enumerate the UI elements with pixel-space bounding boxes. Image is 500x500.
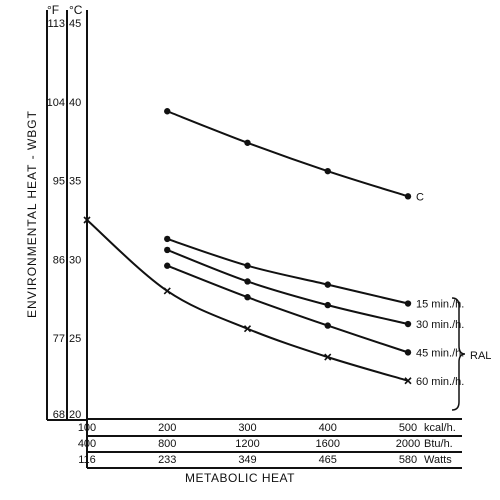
y-tick-label-f: 113 xyxy=(47,18,65,30)
y-tick-label-c: 35 xyxy=(69,176,81,188)
data-point xyxy=(164,262,171,269)
series-line xyxy=(166,110,409,198)
x-tick-label: 2000 xyxy=(396,438,420,450)
series-line xyxy=(166,264,409,354)
x-tick-label: 580 xyxy=(399,454,417,466)
x-tick-label: 465 xyxy=(319,454,337,466)
y-tick-label-c: 20 xyxy=(69,409,81,421)
y-tick-label-f: 77 xyxy=(53,333,65,345)
y-tick-label-c: 25 xyxy=(69,333,81,345)
series-group: C 15 min./h. 30 min./h. 45 min./h. 60 min./h… xyxy=(83,108,464,388)
x-axis-title: METABOLIC HEAT xyxy=(185,471,295,485)
series-line xyxy=(166,249,409,325)
x-tick-label: 300 xyxy=(238,422,256,434)
data-point xyxy=(244,139,251,146)
data-point xyxy=(404,193,412,200)
data-point-cross xyxy=(163,287,171,295)
data-point-cross xyxy=(324,353,332,361)
x-tick-label: 100 xyxy=(78,422,96,434)
data-point xyxy=(164,235,171,243)
x-tick-label: 400 xyxy=(78,438,96,450)
celsius-unit-label: °C xyxy=(69,3,83,17)
series-label: 15 min./h. xyxy=(416,299,464,311)
x-tick-label: 1600 xyxy=(316,438,340,450)
data-point xyxy=(164,246,171,254)
x-unit-label: kcal/h. xyxy=(424,422,456,434)
x-tick-label: 200 xyxy=(158,422,176,434)
data-point xyxy=(244,294,251,301)
x-tick-label: 349 xyxy=(238,454,256,466)
series-label: C xyxy=(416,191,424,203)
ral-bracket xyxy=(451,297,466,411)
x-tick-labels: 100 200 300 400 500 kcal/h. 400 800 1200 1600 2000… xyxy=(78,422,456,466)
data-point-cross xyxy=(83,216,91,224)
ral-label: RAL xyxy=(470,350,491,362)
axis-frame xyxy=(46,10,462,469)
y-tick-label-f: 68 xyxy=(53,409,65,421)
data-point xyxy=(324,281,331,288)
data-point xyxy=(404,349,412,356)
y-tick-label-c: 30 xyxy=(69,254,81,266)
x-tick-label: 500 xyxy=(399,422,417,434)
series-label: 45 min./h. xyxy=(416,347,464,359)
y-tick-labels: 113 45 104 40 95 35 86 30 77 25 68 20 xyxy=(47,18,82,421)
y-tick-label-c: 45 xyxy=(69,18,81,30)
x-unit-label: Btu/h. xyxy=(424,438,453,450)
y-tick-label-f: 104 xyxy=(47,97,65,109)
y-axis-title: ENVIRONMENTAL HEAT - WBGT xyxy=(25,110,39,318)
x-tick-label: 233 xyxy=(158,454,176,466)
y-tick-label-c: 40 xyxy=(69,97,81,109)
series-label: 30 min./h. xyxy=(416,319,464,331)
data-point-cross xyxy=(243,325,252,333)
y-tick-label-f: 95 xyxy=(53,176,65,188)
x-tick-label: 400 xyxy=(319,422,337,434)
x-unit-label: Watts xyxy=(424,454,452,466)
data-point xyxy=(324,322,331,329)
fahrenheit-unit-label: °F xyxy=(47,3,59,17)
data-point xyxy=(324,301,331,309)
data-point xyxy=(404,300,412,307)
data-point-cross xyxy=(404,377,412,385)
series-line xyxy=(166,237,409,305)
data-point xyxy=(244,278,251,285)
data-point xyxy=(164,108,171,115)
x-tick-label: 1200 xyxy=(235,438,259,450)
data-point xyxy=(404,320,412,328)
data-point xyxy=(324,167,331,175)
series-label: 60 min./h. xyxy=(416,376,464,388)
y-tick-label-f: 86 xyxy=(53,254,65,266)
x-tick-label: 800 xyxy=(158,438,176,450)
data-point xyxy=(244,262,251,269)
x-tick-label: 116 xyxy=(78,454,96,466)
